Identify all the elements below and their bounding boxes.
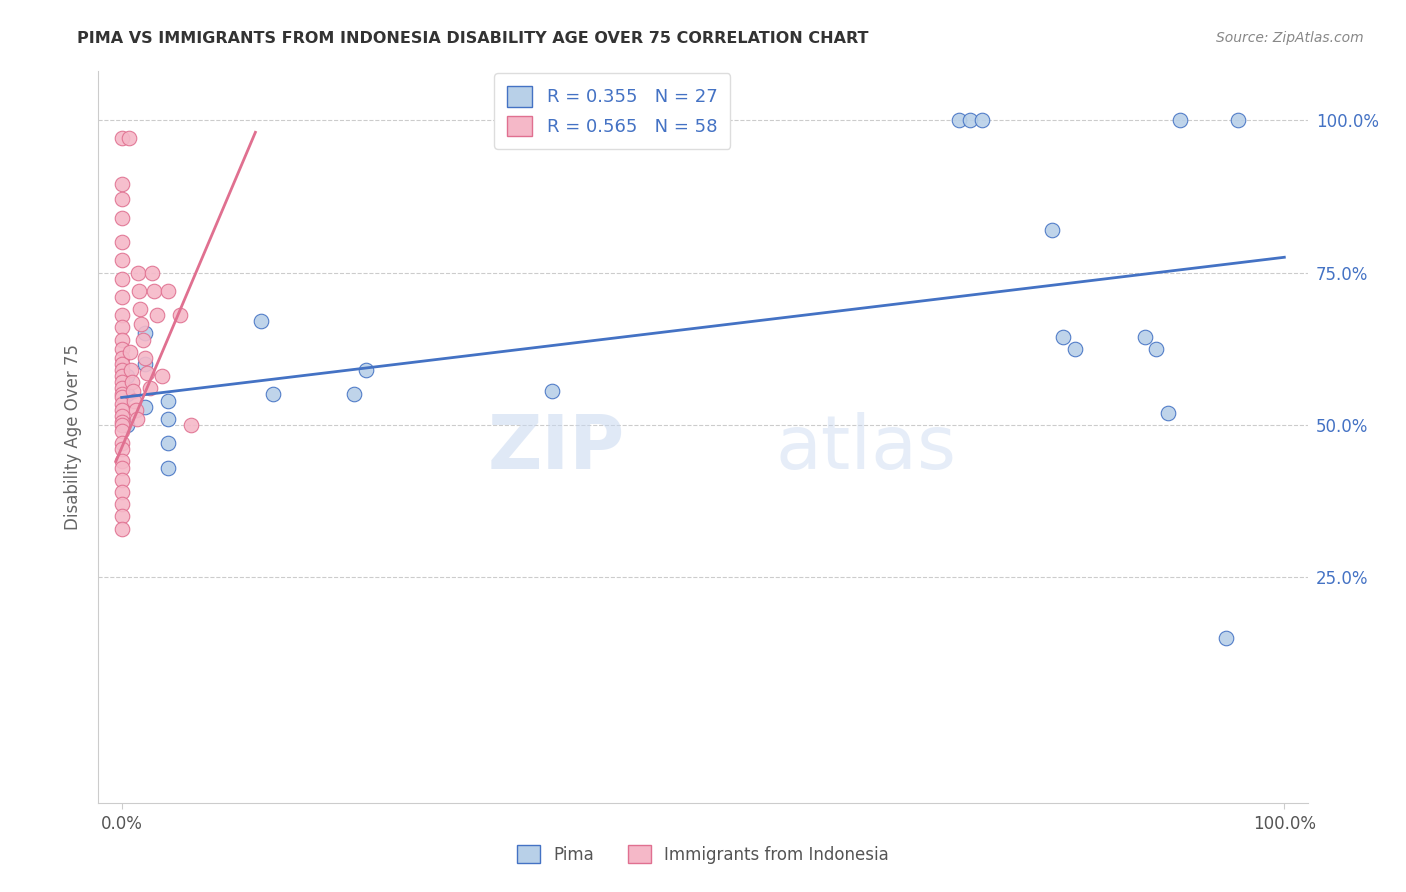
Point [157,436,180,450]
Point [111,357,134,371]
Point [111,211,134,225]
Point [138,381,160,395]
Point [157,393,180,408]
Point [1144,342,1167,356]
Point [111,253,134,268]
Point [117,369,139,384]
Point [118,344,141,359]
Point [1052,329,1074,343]
Point [1168,113,1191,128]
Point [111,320,134,334]
Point [111,342,134,356]
Text: ZIP: ZIP [486,411,624,484]
Point [111,509,134,524]
Y-axis label: Disability Age Over 75: Disability Age Over 75 [65,344,83,530]
Point [127,266,149,280]
Point [134,326,156,341]
Point [111,442,134,457]
Point [157,460,180,475]
Point [1040,223,1063,237]
Legend: R = 0.355   N = 27, R = 0.565   N = 58: R = 0.355 N = 27, R = 0.565 N = 58 [495,73,730,149]
Point [111,521,134,535]
Point [111,409,134,423]
Point [145,308,167,322]
Point [131,333,153,347]
Point [141,266,163,280]
Point [111,497,134,511]
Point [111,381,134,395]
Point [1157,406,1180,420]
Point [111,131,134,145]
Point [134,400,156,414]
Point [157,284,180,298]
Point [111,485,134,500]
Point [169,308,191,322]
Point [122,384,145,399]
Point [136,366,159,380]
Point [1064,342,1087,356]
Point [111,424,134,438]
Point [134,357,156,371]
Legend: Pima, Immigrants from Indonesia: Pima, Immigrants from Indonesia [510,838,896,871]
Point [111,308,134,322]
Point [948,113,970,128]
Point [262,387,284,401]
Point [1133,329,1156,343]
Point [343,387,366,401]
Point [117,387,139,401]
Point [124,402,146,417]
Point [134,351,156,365]
Point [111,333,134,347]
Point [111,402,134,417]
Point [111,351,134,365]
Point [111,473,134,487]
Point [111,387,134,401]
Point [111,417,134,432]
Text: PIMA VS IMMIGRANTS FROM INDONESIA DISABILITY AGE OVER 75 CORRELATION CHART: PIMA VS IMMIGRANTS FROM INDONESIA DISABI… [77,31,869,46]
Point [970,113,993,128]
Point [111,177,134,191]
Point [150,369,173,384]
Point [120,363,142,377]
Point [540,384,562,399]
Point [111,290,134,304]
Point [1215,632,1237,646]
Point [959,113,981,128]
Point [129,301,152,317]
Point [117,417,139,432]
Point [111,235,134,249]
Point [111,271,134,285]
Point [111,363,134,377]
Text: atlas: atlas [776,411,956,484]
Point [111,396,134,410]
Point [1226,113,1249,128]
Point [250,314,273,328]
Point [111,376,134,390]
Text: Source: ZipAtlas.com: Source: ZipAtlas.com [1216,31,1364,45]
Point [111,369,134,384]
Point [125,412,148,426]
Point [111,193,134,207]
Point [111,454,134,468]
Point [131,318,153,332]
Point [118,131,141,145]
Point [180,417,202,432]
Point [143,284,166,298]
Point [354,363,377,377]
Point [111,415,134,429]
Point [111,391,134,405]
Point [111,436,134,450]
Point [121,376,143,390]
Point [124,393,146,408]
Point [111,460,134,475]
Point [157,412,180,426]
Point [128,284,150,298]
